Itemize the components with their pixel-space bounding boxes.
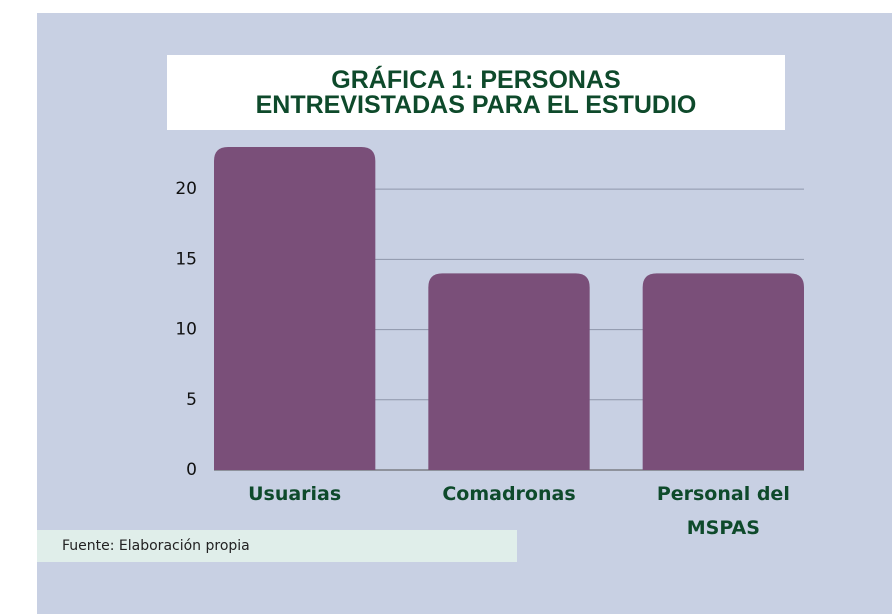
chart-title: GRÁFICA 1: PERSONAS ENTREVISTADAS PARA E… <box>255 65 697 119</box>
bar <box>642 273 804 470</box>
y-tick-label: 10 <box>175 320 197 340</box>
bar <box>428 273 590 470</box>
y-tick-label: 5 <box>186 390 197 410</box>
source-box: Fuente: Elaboración propia <box>37 530 517 562</box>
x-tick-label: Usuarias <box>248 483 342 505</box>
y-tick-label: 0 <box>186 460 197 480</box>
y-tick-label: 20 <box>175 179 197 199</box>
x-tick-label: Personal del MSPAS <box>656 483 790 539</box>
title-box: GRÁFICA 1: PERSONAS ENTREVISTADAS PARA E… <box>167 55 785 130</box>
source-text: Fuente: Elaboración propia <box>62 538 250 554</box>
bar <box>214 147 376 470</box>
x-tick-label: Comadronas <box>442 483 576 505</box>
y-tick-label: 15 <box>175 249 197 269</box>
